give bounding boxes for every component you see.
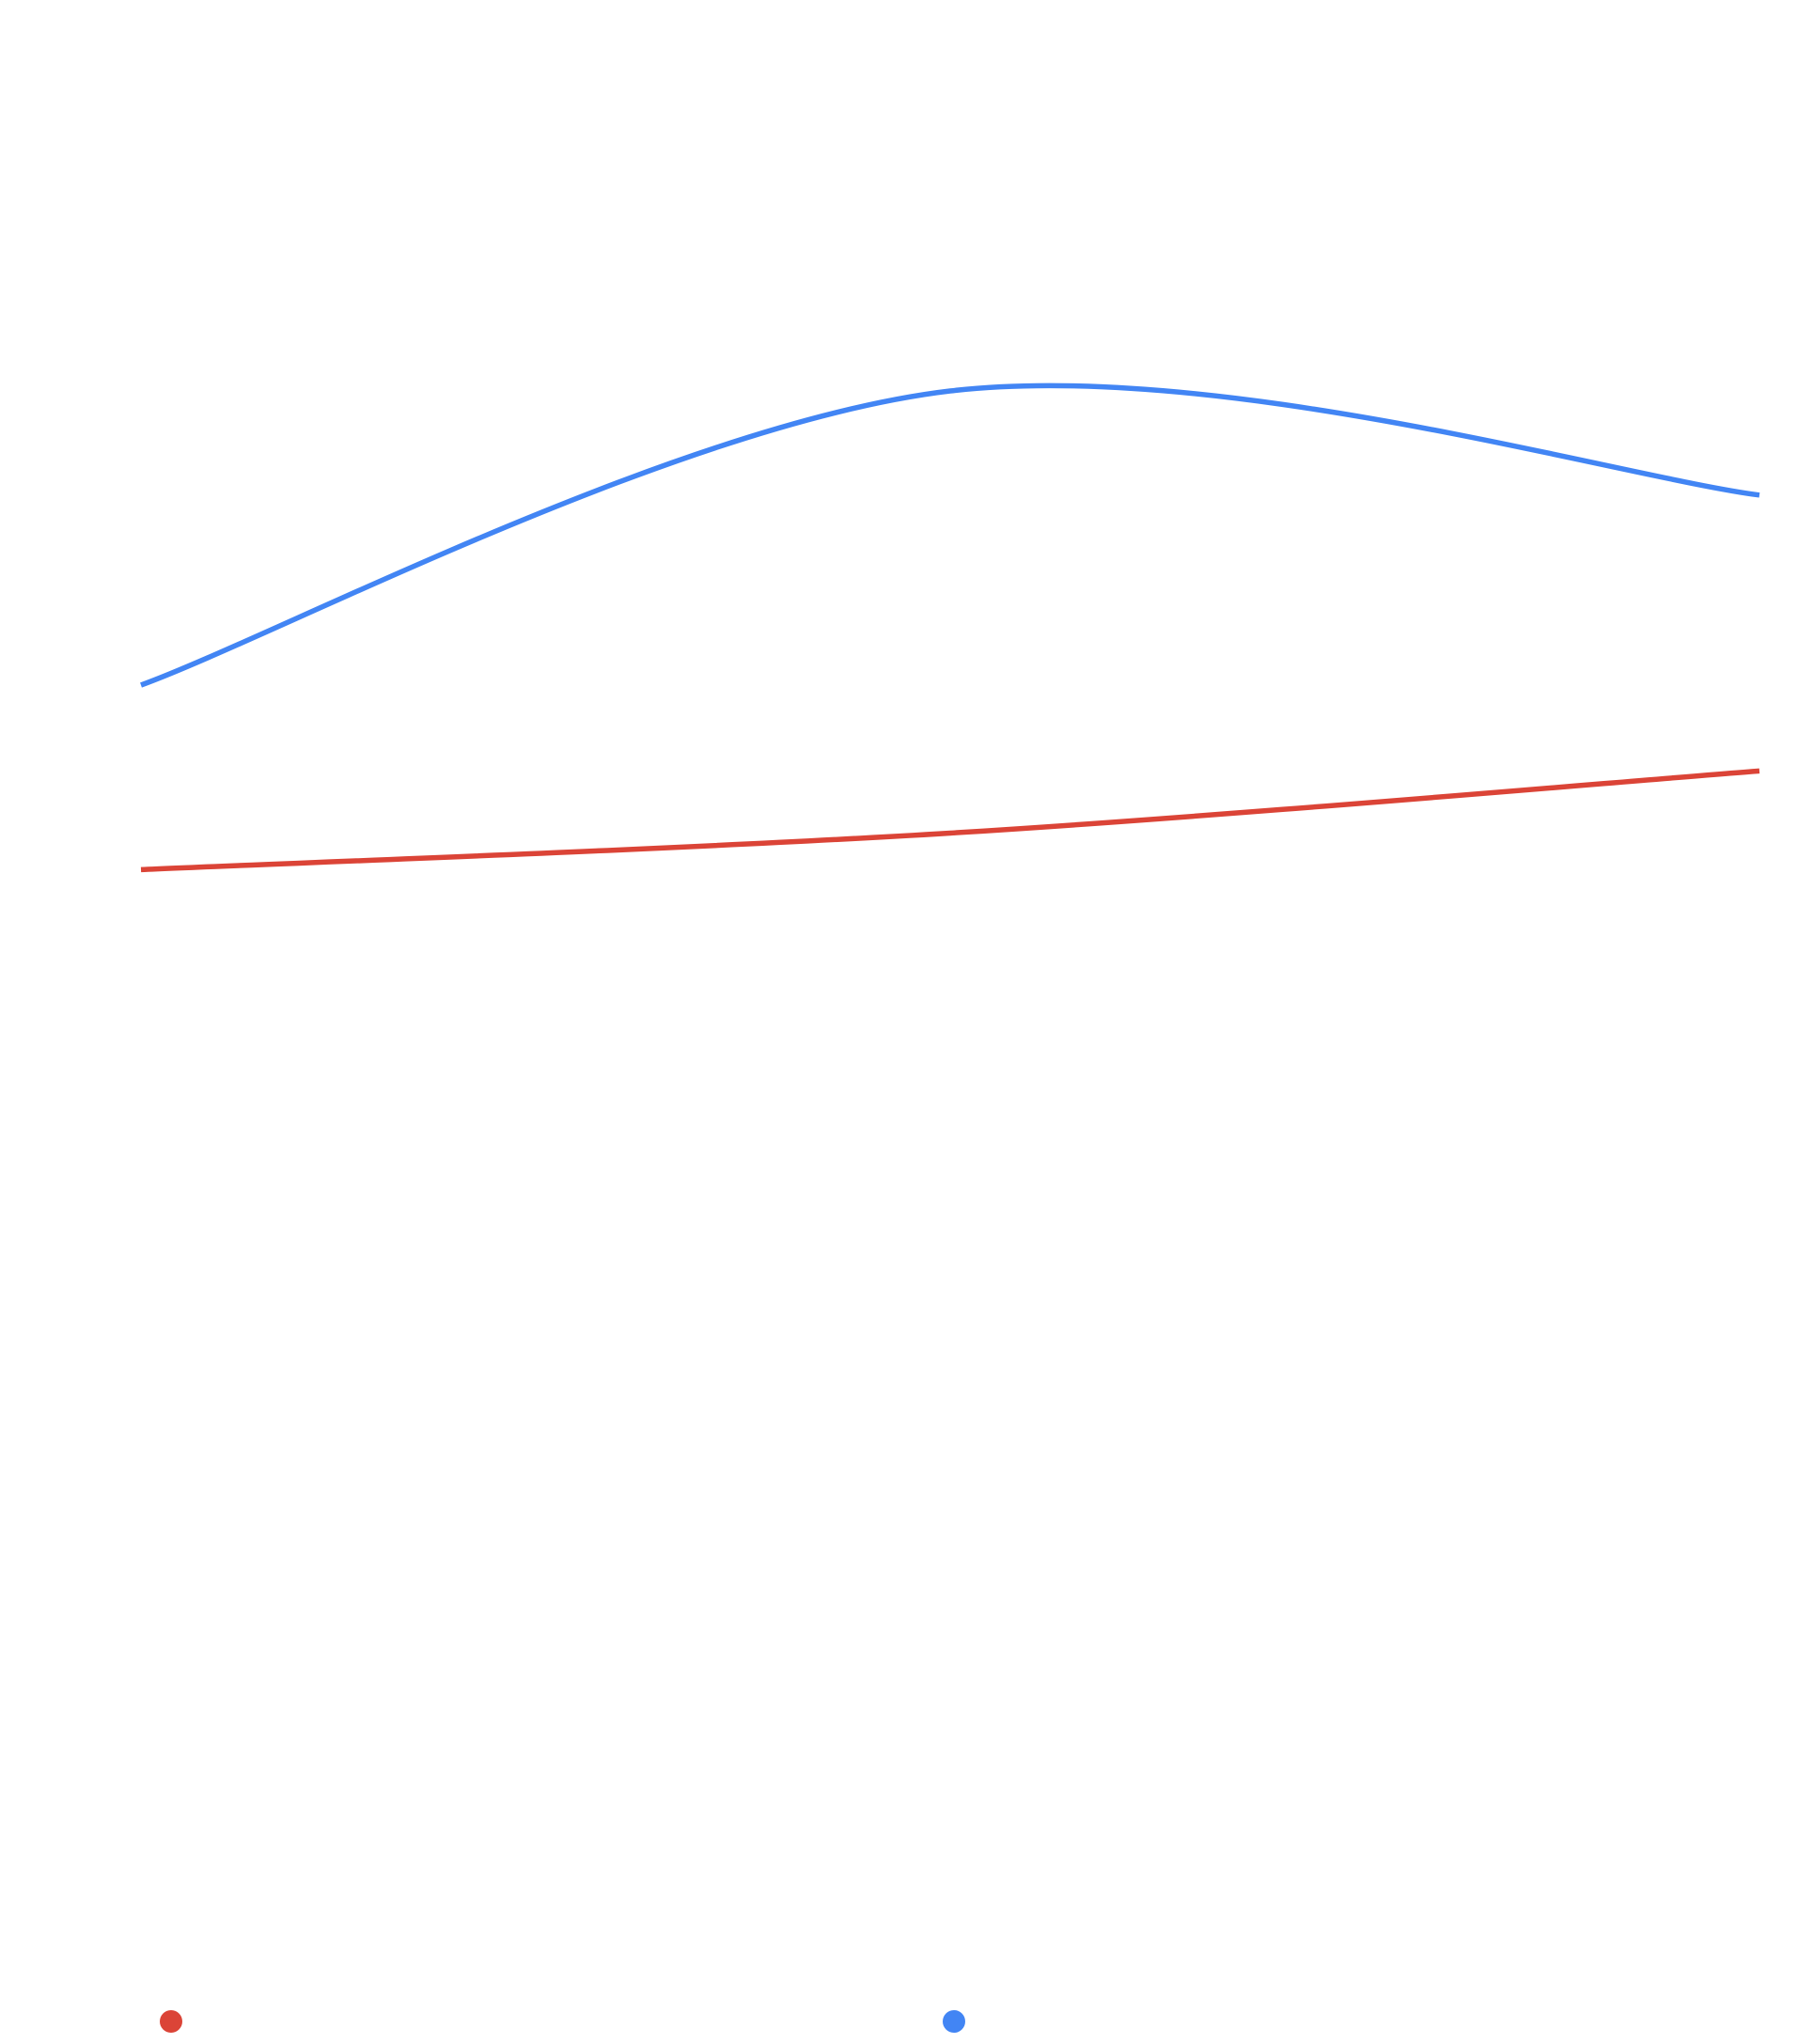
legend-marker — [160, 2010, 182, 2033]
series-line — [140, 768, 1760, 873]
legend-marker — [943, 2010, 965, 2033]
series-line — [140, 382, 1760, 688]
